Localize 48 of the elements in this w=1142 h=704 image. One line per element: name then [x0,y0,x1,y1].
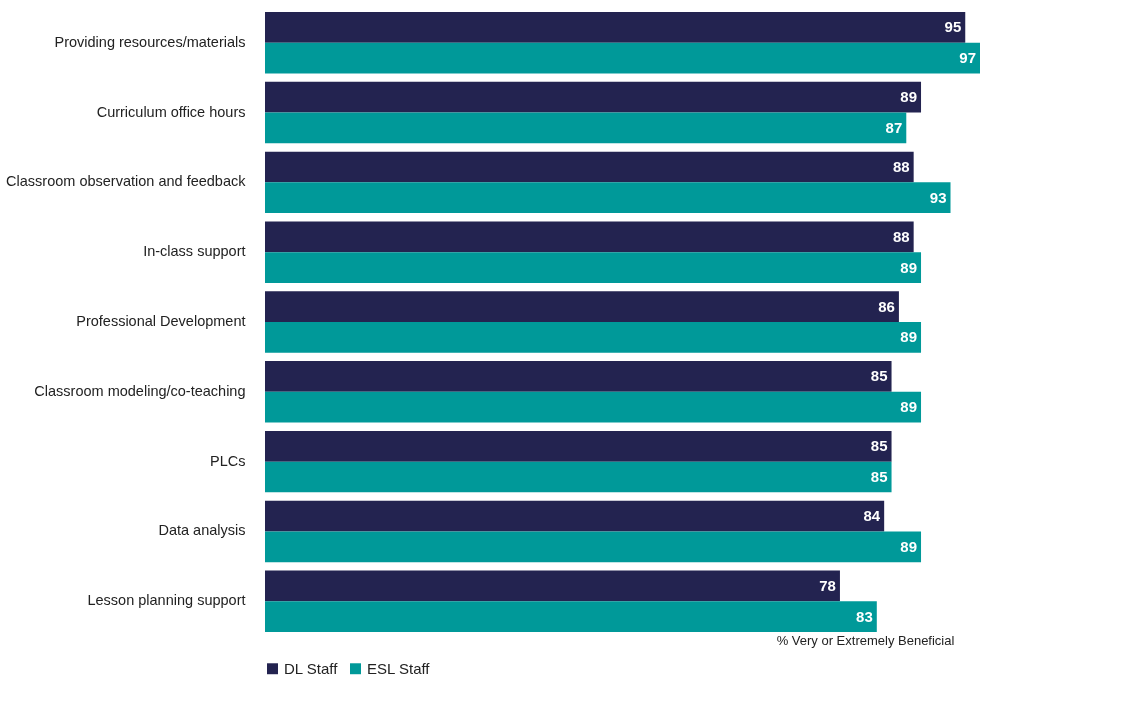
bar [265,391,922,423]
bar [265,601,877,632]
data-label: 88 [892,227,910,245]
x-axis-title: % Very or Extremely Beneficial [776,632,955,648]
data-label: 88 [892,158,910,175]
bar [265,361,892,392]
data-label: 87 [885,118,903,136]
legend-label: DL Staff [284,659,339,677]
bar [265,531,922,563]
y-tick-label: PLCs [210,452,246,469]
y-tick-label: Lesson planning support [87,592,246,609]
data-label: 85 [870,468,888,485]
bar [265,42,980,74]
bar [265,291,899,322]
bar [265,570,840,602]
data-label: 78 [819,576,836,594]
y-tick-label: Curriculum office hours [96,103,246,120]
data-label: 83 [856,607,873,625]
data-label: 93 [929,188,947,206]
data-label: 89 [900,88,918,106]
bar [265,500,885,532]
bar [265,252,922,283]
data-label: 95 [944,18,962,36]
data-label: 89 [900,328,918,346]
data-label: 97 [959,49,976,67]
bar [265,112,907,144]
bar [265,221,914,253]
y-tick-label: In-class support [143,243,246,260]
bar [265,151,914,183]
data-label: 89 [900,398,918,416]
data-label: 89 [900,537,918,555]
y-tick-label: Classroom modeling/co-teaching [34,382,246,399]
bar [265,182,951,214]
y-tick-label: Professional Development [76,313,246,329]
data-label: 84 [863,507,881,525]
data-label: 85 [870,367,888,385]
bar [265,322,922,353]
data-label: 89 [900,258,918,276]
bar [265,461,892,493]
bar [265,12,966,43]
data-label: 85 [870,437,888,455]
legend-label: ESL Staff [367,659,431,677]
data-label: 86 [878,297,895,315]
y-tick-label: Classroom observation and feedback [6,173,247,190]
bar [265,81,922,113]
y-tick-label: Data analysis [158,522,246,539]
bar [265,430,892,462]
y-tick-label: Providing resources/materials [54,33,246,50]
